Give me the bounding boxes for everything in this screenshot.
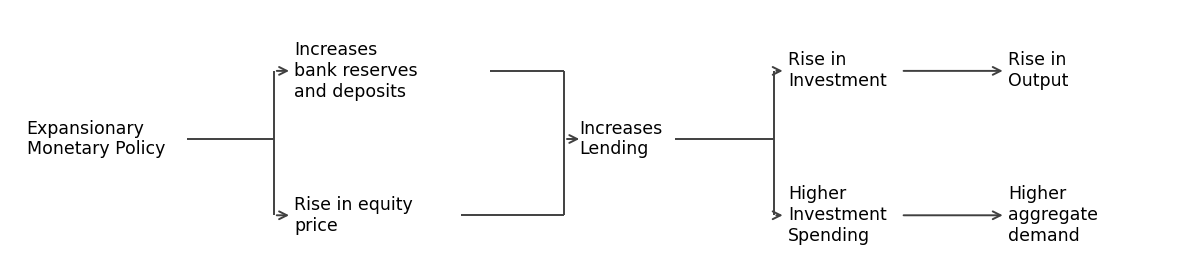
Text: Rise in equity
price: Rise in equity price bbox=[294, 196, 413, 235]
Text: Increases
Lending: Increases Lending bbox=[580, 120, 663, 158]
Text: Higher
aggregate
demand: Higher aggregate demand bbox=[1007, 185, 1098, 245]
Text: Rise in
Output: Rise in Output bbox=[1007, 51, 1068, 90]
Text: Higher
Investment
Spending: Higher Investment Spending bbox=[788, 185, 887, 245]
Text: Rise in
Investment: Rise in Investment bbox=[788, 51, 887, 90]
Text: Increases
bank reserves
and deposits: Increases bank reserves and deposits bbox=[294, 41, 418, 101]
Text: Expansionary
Monetary Policy: Expansionary Monetary Policy bbox=[26, 120, 165, 158]
